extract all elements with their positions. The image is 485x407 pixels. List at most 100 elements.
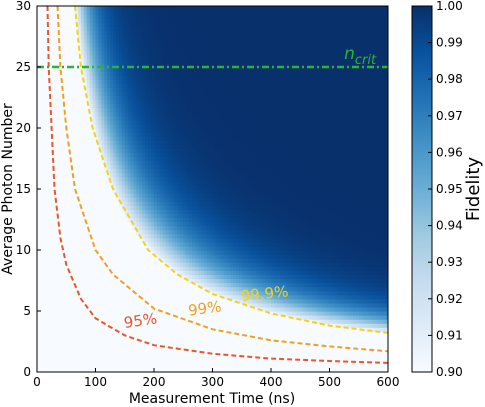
- heatmap-cell: [168, 311, 173, 316]
- heatmap-cell: [113, 123, 117, 129]
- heatmap-cell: [63, 323, 67, 328]
- heatmap-cell: [48, 75, 53, 80]
- heatmap-cell: [189, 132, 193, 137]
- heatmap-cell: [80, 229, 85, 235]
- heatmap-cell: [174, 254, 178, 259]
- heatmap-cell: [142, 10, 146, 15]
- heatmap-cell: [183, 140, 187, 145]
- heatmap-cell: [72, 363, 76, 369]
- heatmap-cell: [104, 347, 108, 353]
- heatmap-cell: [177, 245, 181, 251]
- heatmap-cell: [69, 347, 73, 353]
- heatmap-cell: [133, 140, 138, 145]
- heatmap-cell: [136, 132, 140, 137]
- heatmap-cell: [115, 189, 120, 194]
- heatmap-cell: [139, 241, 143, 247]
- heatmap-cell: [113, 270, 117, 275]
- heatmap-cell: [95, 180, 100, 186]
- heatmap-cell: [92, 30, 97, 36]
- heatmap-cell: [101, 87, 105, 92]
- heatmap-cell: [194, 148, 199, 153]
- heatmap-cell: [83, 119, 88, 125]
- heatmap-cell: [39, 144, 44, 149]
- heatmap-cell: [37, 10, 41, 15]
- heatmap-cell: [165, 327, 170, 332]
- heatmap-cell: [113, 91, 117, 97]
- heatmap-cell: [194, 290, 199, 296]
- heatmap-cell: [121, 197, 126, 202]
- heatmap-cell: [171, 254, 176, 259]
- heatmap-cell: [183, 54, 187, 60]
- heatmap-cell: [171, 128, 176, 133]
- heatmap-cell: [101, 136, 105, 141]
- heatmap-cell: [110, 50, 114, 56]
- heatmap-cell: [130, 270, 135, 275]
- heatmap-cell: [139, 128, 143, 133]
- heatmap-cell: [197, 250, 202, 255]
- heatmap-cell: [110, 278, 114, 284]
- heatmap-cell: [183, 50, 187, 56]
- heatmap-cell: [60, 14, 64, 19]
- heatmap-cell: [118, 115, 123, 121]
- heatmap-cell: [54, 193, 59, 198]
- heatmap-cell: [83, 140, 88, 145]
- heatmap-cell: [168, 298, 173, 304]
- heatmap-cell: [39, 315, 44, 320]
- heatmap-cell: [48, 205, 53, 210]
- heatmap-cell: [69, 148, 73, 153]
- heatmap-cell: [92, 229, 97, 235]
- heatmap-cell: [121, 132, 126, 137]
- heatmap-cell: [186, 107, 190, 113]
- heatmap-cell: [142, 258, 146, 263]
- heatmap-cell: [145, 258, 149, 263]
- heatmap-cell: [118, 176, 123, 182]
- heatmap-cell: [45, 355, 50, 361]
- heatmap-cell: [136, 144, 140, 149]
- heatmap-cell: [168, 136, 173, 141]
- heatmap-cell: [37, 34, 41, 40]
- heatmap-cell: [156, 136, 161, 141]
- heatmap-cell: [54, 290, 59, 296]
- heatmap-cell: [37, 172, 41, 178]
- heatmap-cell: [194, 119, 199, 125]
- heatmap-cell: [177, 254, 181, 259]
- heatmap-cell: [130, 132, 135, 137]
- heatmap-cell: [66, 193, 70, 198]
- heatmap-cell: [98, 50, 102, 56]
- heatmap-cell: [186, 54, 190, 60]
- heatmap-cell: [168, 26, 173, 31]
- heatmap-cell: [177, 351, 181, 357]
- heatmap-cell: [42, 221, 47, 227]
- heatmap-cell: [51, 282, 56, 288]
- heatmap-cell: [118, 250, 123, 255]
- heatmap-cell: [72, 229, 76, 235]
- heatmap-cell: [104, 26, 108, 31]
- heatmap-cell: [37, 18, 41, 23]
- heatmap-cell: [63, 363, 67, 369]
- heatmap-cell: [92, 217, 97, 223]
- heatmap-cell: [113, 168, 117, 174]
- heatmap-cell: [177, 62, 181, 68]
- heatmap-cell: [57, 266, 61, 271]
- heatmap-cell: [180, 184, 184, 190]
- heatmap-cell: [69, 327, 73, 332]
- heatmap-cell: [197, 184, 202, 190]
- heatmap-cell: [142, 14, 146, 19]
- heatmap-cell: [162, 83, 167, 88]
- heatmap-cell: [124, 79, 129, 84]
- heatmap-cell: [107, 266, 111, 271]
- heatmap-cell: [60, 241, 64, 247]
- heatmap-cell: [177, 18, 181, 23]
- heatmap-cell: [48, 148, 53, 153]
- heatmap-cell: [48, 306, 53, 312]
- heatmap-cell: [183, 38, 187, 44]
- heatmap-cell: [80, 99, 85, 105]
- heatmap-cell: [183, 197, 187, 202]
- heatmap-cell: [51, 18, 56, 23]
- heatmap-cell: [72, 148, 76, 153]
- heatmap-cell: [151, 229, 155, 235]
- heatmap-cell: [54, 10, 59, 15]
- heatmap-cell: [148, 50, 152, 56]
- heatmap-cell: [130, 38, 135, 44]
- heatmap-cell: [54, 282, 59, 288]
